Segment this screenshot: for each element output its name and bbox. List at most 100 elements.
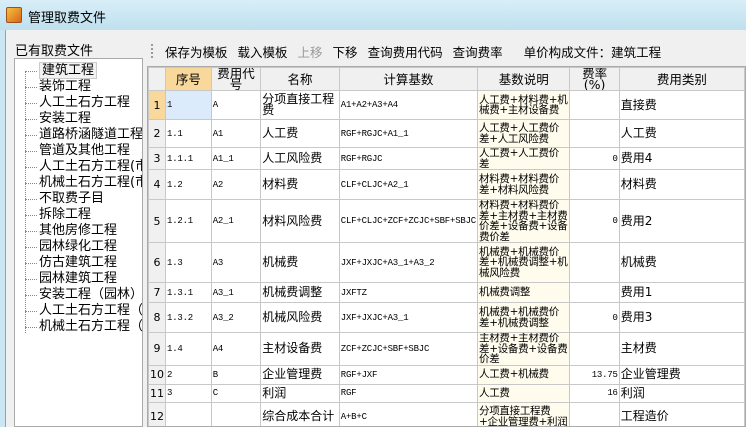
base-cell[interactable]: RGF: [338, 383, 479, 403]
table-row[interactable]: 4 1.2 A2 材料费 CLF+CLJC+A2_1 材料费+材料费价差+材料风险费 材料费: [148, 169, 745, 200]
table-row[interactable]: 2 1.1 A1 人工费 RGF+RGJC+A1_1 人工费+人工费价差+人工风险费 人工费: [148, 119, 745, 148]
tree-item[interactable]: 安装工程: [23, 111, 91, 127]
seq-header[interactable]: 序号: [165, 67, 212, 91]
tree-item[interactable]: 园林绿化工程: [23, 239, 117, 255]
table-row[interactable]: 9 1.4 A4 主材设备费 ZCF+ZCJC+SBF+SBJC 主材费+主材费价差+设备…: [148, 332, 745, 366]
name-cell[interactable]: 利润: [260, 383, 340, 403]
tree-item[interactable]: 装饰工程: [23, 79, 91, 95]
name-cell[interactable]: 机械费调整: [260, 282, 340, 303]
name-cell[interactable]: 综合成本合计: [260, 401, 340, 426]
query-rate-button[interactable]: 查询费率: [452, 44, 503, 60]
tree-item[interactable]: 拆除工程: [23, 207, 91, 223]
row-number[interactable]: 12: [148, 401, 166, 426]
cat-cell[interactable]: 利润: [618, 383, 745, 403]
query-code-button[interactable]: 查询费用代码: [367, 44, 443, 60]
row-number[interactable]: 10: [148, 364, 166, 385]
row-number[interactable]: 6: [148, 242, 166, 283]
desc-cell[interactable]: 人工费+人工费价差: [477, 147, 571, 170]
code-cell[interactable]: A1_1: [210, 147, 262, 170]
code-cell[interactable]: A1: [210, 119, 262, 148]
cat-cell[interactable]: 费用2: [618, 199, 745, 243]
table-row[interactable]: 11 3 C 利润 RGF 人工费 16 利润: [148, 383, 745, 403]
code-cell[interactable]: A4: [210, 332, 262, 366]
code-cell[interactable]: A2_1: [210, 199, 262, 243]
base-cell[interactable]: JXF+JXJC+A3_1: [338, 302, 479, 333]
desc-cell[interactable]: 机械费+机械费价差+机械费调整+机械风险费: [477, 242, 571, 283]
base-cell[interactable]: CLF+CLJC+A2_1: [338, 169, 479, 200]
desc-cell[interactable]: 机械费+机械费价差+机械费调整: [477, 302, 571, 333]
tree-item[interactable]: 人工土石方工程（园: [23, 303, 142, 319]
table-row[interactable]: 8 1.3.2 A3_2 机械风险费 JXF+JXJC+A3_1 机械费+机械费价差+机械…: [148, 302, 745, 333]
cat-cell[interactable]: 费用3: [618, 302, 745, 333]
rate-cell[interactable]: 16: [569, 383, 620, 403]
name-cell[interactable]: 企业管理费: [260, 364, 340, 385]
seq-cell[interactable]: 1: [165, 90, 212, 120]
seq-cell[interactable]: 1.4: [165, 332, 212, 366]
code-cell[interactable]: A3_1: [210, 282, 262, 303]
name-cell[interactable]: 分项直接工程费: [260, 90, 340, 120]
load-template-button[interactable]: 载入模板: [237, 44, 288, 60]
tree-item[interactable]: 道路桥涵隧道工程: [23, 127, 142, 143]
desc-header[interactable]: 基数说明: [477, 67, 571, 91]
seq-cell[interactable]: 1.1.1: [165, 147, 212, 170]
tree-item[interactable]: 建筑工程: [23, 62, 98, 79]
desc-cell[interactable]: 人工费: [477, 383, 571, 403]
desc-cell[interactable]: 人工费+材料费+机械费+主材设备费: [477, 90, 571, 120]
tree-item[interactable]: 仿古建筑工程: [23, 255, 117, 271]
base-cell[interactable]: RGF+RGJC+A1_1: [338, 119, 479, 148]
base-header[interactable]: 计算基数: [338, 67, 479, 91]
code-cell[interactable]: A2: [210, 169, 262, 200]
code-header[interactable]: 费用代号: [210, 67, 262, 91]
code-cell[interactable]: A3: [210, 242, 262, 283]
base-cell[interactable]: JXF+JXJC+A3_1+A3_2: [338, 242, 479, 283]
rate-cell[interactable]: 0: [569, 302, 620, 333]
seq-cell[interactable]: 1.3: [165, 242, 212, 283]
cat-cell[interactable]: 材料费: [618, 169, 745, 200]
tree-item[interactable]: 园林建筑工程: [23, 271, 117, 287]
tree-item[interactable]: 安装工程（园林）: [23, 287, 142, 303]
row-number[interactable]: 9: [148, 332, 166, 366]
desc-cell[interactable]: 机械费调整: [477, 282, 571, 303]
tree-item[interactable]: 人工土石方工程: [23, 95, 130, 111]
rate-cell[interactable]: [569, 282, 620, 303]
move-up-button[interactable]: 上移: [297, 44, 323, 60]
row-number[interactable]: 4: [148, 169, 166, 200]
rate-cell[interactable]: [569, 332, 620, 366]
name-cell[interactable]: 人工风险费: [260, 147, 340, 170]
cat-cell[interactable]: 企业管理费: [618, 364, 745, 385]
tree-item[interactable]: 不取费子目: [23, 191, 104, 207]
base-cell[interactable]: CLF+CLJC+ZCF+ZCJC+SBF+SBJC: [338, 199, 479, 243]
seq-cell[interactable]: 1.2: [165, 169, 212, 200]
name-cell[interactable]: 材料风险费: [260, 199, 340, 243]
seq-cell[interactable]: 1.3.1: [165, 282, 212, 303]
move-down-button[interactable]: 下移: [332, 44, 358, 60]
seq-cell[interactable]: 1.2.1: [165, 199, 212, 243]
code-cell[interactable]: B: [210, 364, 262, 385]
rate-cell[interactable]: [569, 242, 620, 283]
tree-item[interactable]: 管道及其他工程: [23, 143, 130, 159]
tree-item[interactable]: 人工土石方工程(市: [23, 159, 142, 175]
cat-cell[interactable]: 直接费: [618, 90, 745, 120]
row-number[interactable]: 2: [148, 119, 166, 148]
table-row[interactable]: 1 1 A 分项直接工程费 A1+A2+A3+A4 人工费+材料费+机械费+主材设备费 直接…: [148, 90, 745, 120]
cat-cell[interactable]: 机械费: [618, 242, 745, 283]
cat-cell[interactable]: 人工费: [618, 119, 745, 148]
name-cell[interactable]: 机械费: [260, 242, 340, 283]
cat-cell[interactable]: 工程造价: [618, 401, 745, 426]
category-header[interactable]: 费用类别: [618, 67, 745, 91]
cat-cell[interactable]: 主材费: [618, 332, 745, 366]
save-template-button[interactable]: 保存为模板: [165, 44, 228, 60]
seq-cell[interactable]: 3: [165, 383, 212, 403]
name-cell[interactable]: 材料费: [260, 169, 340, 200]
table-row[interactable]: 5 1.2.1 A2_1 材料风险费 CLF+CLJC+ZCF+ZCJC+SBF+SBJ…: [148, 199, 745, 243]
table-row[interactable]: 7 1.3.1 A3_1 机械费调整 JXFTZ 机械费调整 费用1: [148, 282, 745, 303]
tree-item[interactable]: 机械土石方工程(市: [23, 175, 142, 191]
row-number[interactable]: 11: [148, 383, 166, 403]
seq-cell[interactable]: 2: [165, 364, 212, 385]
code-cell[interactable]: C: [210, 383, 262, 403]
base-cell[interactable]: RGF+JXF: [338, 364, 479, 385]
table-row[interactable]: 6 1.3 A3 机械费 JXF+JXJC+A3_1+A3_2 机械费+机械费价差+机械费…: [148, 242, 745, 283]
base-cell[interactable]: RGF+RGJC: [338, 147, 479, 170]
code-cell[interactable]: [210, 401, 262, 426]
table-row[interactable]: 10 2 B 企业管理费 RGF+JXF 人工费+机械费 13.75 企业管理费: [148, 364, 745, 385]
